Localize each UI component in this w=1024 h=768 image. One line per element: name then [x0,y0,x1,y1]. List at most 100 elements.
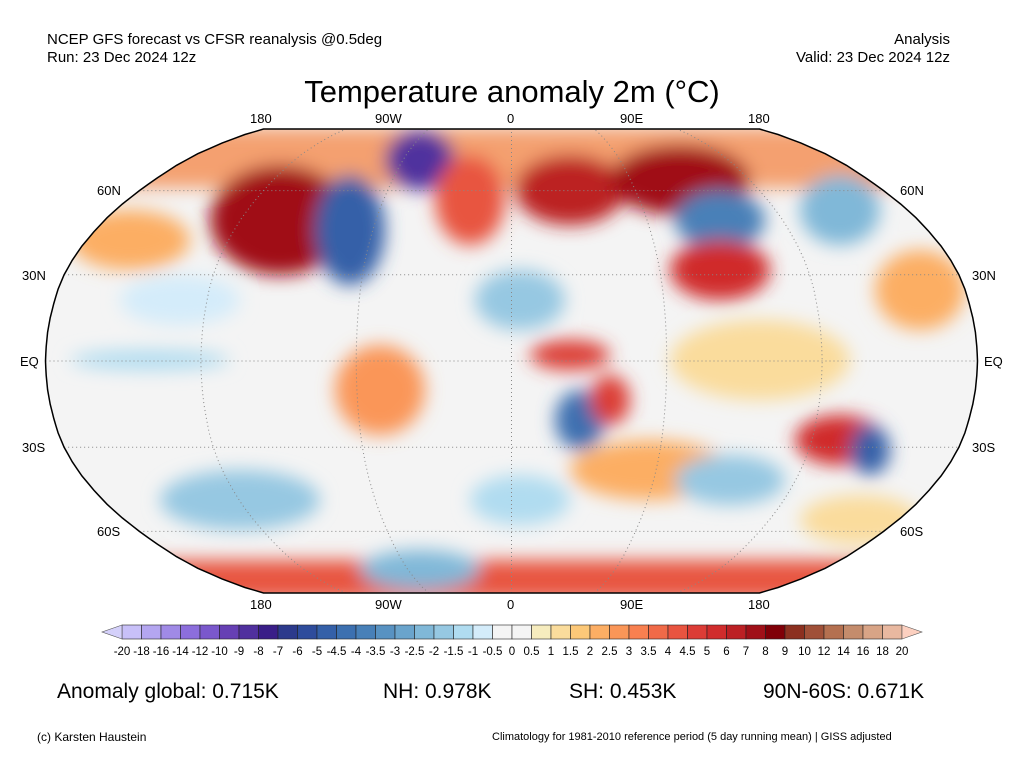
colorbar-swatch [277,624,298,640]
colorbar-tick-label: 0 [508,646,516,658]
lon-label-bottom-90e: 90E [620,597,644,612]
colorbar-swatch [531,624,552,640]
colorbar-swatch [706,624,727,640]
colorbar-swatch [336,624,357,640]
colorbar-swatch [882,624,903,640]
colorbar-tick-label: -3 [389,646,401,658]
chart-title: Temperature anomaly 2m (°C) [304,74,720,109]
lat-label-left-eq: EQ [20,354,39,369]
colorbar-tick-label: 2.5 [601,646,618,658]
colorbar-tick-label: -9 [233,646,245,658]
lon-label-top-0: 0 [507,111,515,126]
colorbar-tick-label: -0.5 [482,646,503,658]
colorbar-swatch [492,624,513,640]
colorbar-under-arrow [101,624,123,640]
colorbar-swatch [394,624,415,640]
lat-label-right-60n: 60N [900,183,924,198]
colorbar-tick-label: 8 [762,646,769,658]
colorbar-swatch [375,624,396,640]
meridian-line [676,128,823,594]
colorbar-swatch [355,624,376,640]
colorbar-tick-label: -1 [467,646,479,658]
colorbar-tick-label: -4 [350,646,362,658]
colorbar-tick-label: -1.5 [443,646,464,658]
colorbar-swatch [726,624,747,640]
valid-time: Valid: 23 Dec 2024 12z [796,49,950,66]
lat-label-left-30s: 30S [22,440,46,455]
lon-label-top-90w: 90W [375,111,402,126]
colorbar-tick-label: -3.5 [365,646,386,658]
colorbar-swatch [141,624,162,640]
colorbar-swatch [297,624,318,640]
colorbar-swatch [745,624,766,640]
model-description: NCEP GFS forecast vs CFSR reanalysis @0.… [47,31,383,48]
colorbar [101,624,923,640]
global-anomaly: Anomaly global: 0.715K [57,680,279,703]
colorbar-swatch [316,624,337,640]
colorbar-swatch [823,624,844,640]
colorbar-swatch [121,624,142,640]
graticule [45,128,978,594]
colorbar-tick-label: 7 [742,646,750,658]
colorbar-over-arrow [901,624,923,640]
meridian-line [593,128,668,594]
colorbar-swatch [238,624,259,640]
colorbar-swatch [628,624,649,640]
run-time: Run: 23 Dec 2024 12z [47,49,197,66]
meridian-line [200,128,347,594]
lon-label-bottom-180w: 180 [250,597,272,612]
colorbar-tick-label: 3 [625,646,633,658]
band-anomaly: 90N-60S: 0.671K [763,680,925,703]
colorbar-tick-label: -8 [253,646,264,658]
colorbar-tick-label: -18 [133,646,150,658]
colorbar-tick-label: -4.5 [326,646,347,658]
lon-label-bottom-0: 0 [507,597,515,612]
lat-label-right-eq: EQ [984,354,1003,369]
lat-label-left-30n: 30N [22,268,46,283]
colorbar-tick-label: 3.5 [640,646,657,658]
colorbar-tick-label: -2 [428,646,440,658]
colorbar-swatch [589,624,610,640]
author-credit: (c) Karsten Haustein [37,730,147,744]
colorbar-tick-label: 12 [817,646,831,658]
colorbar-tick-label: -6 [292,646,303,658]
colorbar-swatch [843,624,864,640]
colorbar-swatch [550,624,571,640]
colorbar-tick-label: 1.5 [562,646,579,658]
climatology-note: Climatology for 1981-2010 reference peri… [492,731,892,743]
lat-label-right-30s: 30S [972,440,996,455]
colorbar-swatch [258,624,279,640]
colorbar-tick-label: 9 [781,646,789,658]
colorbar-swatch [180,624,201,640]
lon-label-bottom-90w: 90W [375,597,402,612]
colorbar-swatch [648,624,669,640]
colorbar-tick-label: 4.5 [679,646,696,658]
colorbar-tick-label: 5 [703,646,711,658]
analysis-label: Analysis [894,31,950,48]
colorbar-tick-label: 18 [876,646,889,658]
lon-label-top-180e: 180 [748,111,770,126]
colorbar-tick-label: 6 [723,646,730,658]
colorbar-swatch [472,624,493,640]
colorbar-swatch [687,624,708,640]
colorbar-swatch [784,624,805,640]
colorbar-swatch [199,624,220,640]
colorbar-swatch [433,624,454,640]
colorbar-tick-label: -2.5 [404,646,425,658]
colorbar-tick-label: 2 [586,646,594,658]
colorbar-swatch [609,624,630,640]
colorbar-tick-label: -5 [311,646,323,658]
lat-label-right-30n: 30N [972,268,996,283]
colorbar-tick-label: -12 [191,646,209,658]
colorbar-tick-label: 10 [798,646,811,658]
colorbar-tick-label: 1 [547,646,555,658]
colorbar-swatch [804,624,825,640]
colorbar-swatch [570,624,591,640]
colorbar-tick-label: -7 [272,646,284,658]
colorbar-swatch [667,624,688,640]
colorbar-swatch [453,624,474,640]
colorbar-swatch [765,624,786,640]
lon-label-bottom-180e: 180 [748,597,770,612]
sh-anomaly: SH: 0.453K [569,680,677,703]
